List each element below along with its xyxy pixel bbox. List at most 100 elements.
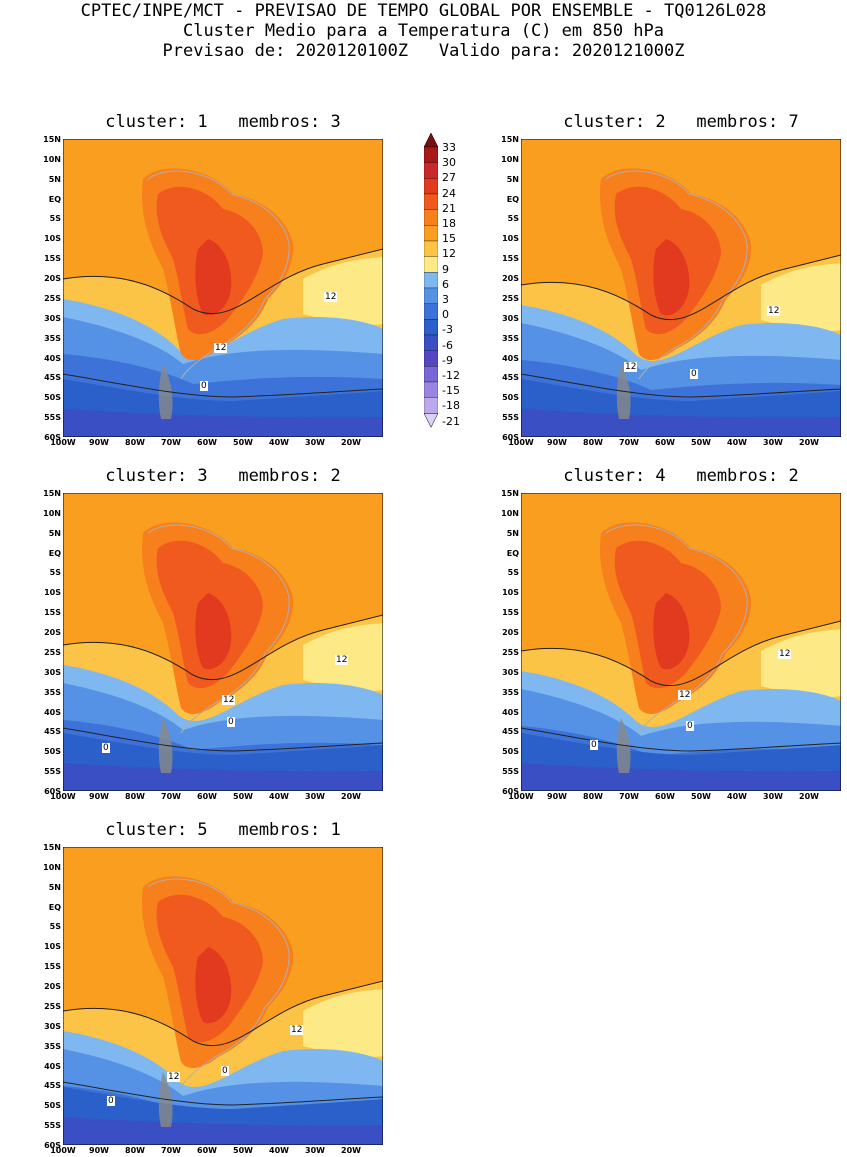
longitude-tick-label: 20W — [799, 792, 819, 801]
colorbar-label: 9 — [442, 262, 449, 276]
colorbar-label: -18 — [442, 399, 460, 413]
latitude-tick-label: 40S — [44, 1061, 61, 1071]
contour-label: 12 — [678, 690, 692, 700]
longitude-tick-label: 80W — [125, 438, 145, 447]
longitude-tick-label: 70W — [619, 438, 639, 447]
latitude-tick-label: 50S — [502, 393, 519, 403]
latitude-tick-label: 35S — [44, 1041, 61, 1051]
contour-label: 0 — [102, 743, 110, 753]
colorbar-label: -3 — [442, 323, 453, 337]
colorbar-swatches — [424, 133, 438, 428]
panel-title: cluster: 1 membros: 3 — [105, 112, 341, 132]
colorbar-label: 15 — [442, 232, 456, 246]
latitude-tick-label: 35S — [502, 333, 519, 343]
contour-label: 12 — [624, 362, 638, 372]
latitude-tick-label: 55S — [502, 413, 519, 423]
latitude-tick-label: 50S — [44, 1101, 61, 1111]
longitude-tick-label: 50W — [691, 792, 711, 801]
latitude-tick-label: 5S — [49, 214, 61, 224]
latitude-tick-label: 15S — [502, 254, 519, 264]
latitude-tick-label: 5N — [506, 174, 519, 184]
longitude-tick-label: 40W — [727, 438, 747, 447]
latitude-tick-label: EQ — [506, 194, 519, 204]
latitude-tick-label: 15S — [44, 608, 61, 618]
latitude-tick-label: 15N — [43, 489, 61, 498]
contour-label: 12 — [767, 306, 781, 316]
latitude-tick-label: 10S — [502, 588, 519, 598]
latitude-tick-label: 30S — [502, 667, 519, 677]
temperature-map — [521, 139, 841, 437]
latitude-tick-label: 10S — [44, 942, 61, 952]
longitude-tick-label: 100W — [50, 438, 76, 447]
longitude-tick-label: 100W — [508, 438, 534, 447]
latitude-tick-label: 60S — [502, 433, 519, 442]
colorbar-label: 30 — [442, 156, 456, 170]
latitude-tick-label: 5S — [49, 568, 61, 578]
latitude-tick-label: 10S — [44, 234, 61, 244]
latitude-tick-label: 5S — [507, 568, 519, 578]
longitude-tick-label: 30W — [763, 438, 783, 447]
longitude-tick-label: 90W — [547, 438, 567, 447]
latitude-tick-label: 10N — [43, 154, 61, 164]
longitude-tick-label: 90W — [89, 792, 109, 801]
longitude-tick-label: 50W — [233, 792, 253, 801]
latitude-tick-label: 20S — [502, 274, 519, 284]
header-line-3: Previsao de: 2020120100Z Valido para: 20… — [162, 41, 685, 61]
latitude-tick-label: 10S — [44, 588, 61, 598]
latitude-tick-label: 15N — [501, 489, 519, 498]
latitude-tick-label: 5N — [506, 528, 519, 538]
longitude-tick-label: 50W — [233, 438, 253, 447]
longitude-tick-label: 50W — [691, 438, 711, 447]
longitude-tick-label: 40W — [269, 792, 289, 801]
latitude-tick-label: 5N — [48, 882, 61, 892]
latitude-tick-label: 30S — [502, 313, 519, 323]
longitude-tick-label: 80W — [583, 438, 603, 447]
longitude-tick-label: 60W — [655, 438, 675, 447]
temperature-map — [63, 139, 383, 437]
latitude-tick-label: 15S — [44, 254, 61, 264]
colorbar-label: 27 — [442, 171, 456, 185]
latitude-tick-label: 45S — [44, 373, 61, 383]
panel-title: cluster: 2 membros: 7 — [563, 112, 799, 132]
latitude-tick-label: 5N — [48, 528, 61, 538]
longitude-tick-label: 20W — [341, 438, 361, 447]
latitude-tick-label: 35S — [502, 687, 519, 697]
longitude-tick-label: 90W — [89, 1146, 109, 1155]
latitude-tick-label: 45S — [502, 727, 519, 737]
contour-label: 12 — [324, 292, 338, 302]
contour-label: 0 — [690, 369, 698, 379]
colorbar-label: -15 — [442, 384, 460, 398]
latitude-tick-label: 10N — [43, 862, 61, 872]
latitude-tick-label: EQ — [506, 548, 519, 558]
latitude-tick-label: 10N — [501, 508, 519, 518]
longitude-tick-label: 80W — [125, 792, 145, 801]
temperature-map — [63, 493, 383, 791]
latitude-tick-label: EQ — [48, 548, 61, 558]
longitude-tick-label: 100W — [50, 1146, 76, 1155]
latitude-tick-label: 10N — [43, 508, 61, 518]
colorbar-label: 33 — [442, 141, 456, 154]
longitude-tick-label: 70W — [161, 792, 181, 801]
latitude-tick-label: 20S — [44, 628, 61, 638]
colorbar-label: 18 — [442, 217, 456, 230]
latitude-tick-label: 25S — [502, 293, 519, 303]
latitude-tick-label: 60S — [502, 787, 519, 796]
colorbar-label: -9 — [442, 353, 453, 367]
latitude-tick-label: 20S — [44, 274, 61, 284]
latitude-tick-label: 50S — [44, 393, 61, 403]
latitude-tick-label: 60S — [44, 433, 61, 442]
latitude-tick-label: 30S — [44, 667, 61, 677]
colorbar-label: -12 — [442, 369, 460, 382]
latitude-tick-label: 20S — [502, 628, 519, 638]
longitude-tick-label: 30W — [305, 438, 325, 447]
latitude-tick-label: 45S — [44, 1081, 61, 1091]
latitude-tick-label: 10N — [501, 154, 519, 164]
latitude-tick-label: 15N — [501, 135, 519, 144]
longitude-tick-label: 70W — [161, 438, 181, 447]
contour-label: 0 — [686, 721, 694, 731]
longitude-tick-label: 70W — [619, 792, 639, 801]
longitude-tick-label: 100W — [50, 792, 76, 801]
contour-label: 12 — [167, 1072, 181, 1082]
colorbar-label: 0 — [442, 308, 449, 322]
longitude-tick-label: 40W — [269, 438, 289, 447]
